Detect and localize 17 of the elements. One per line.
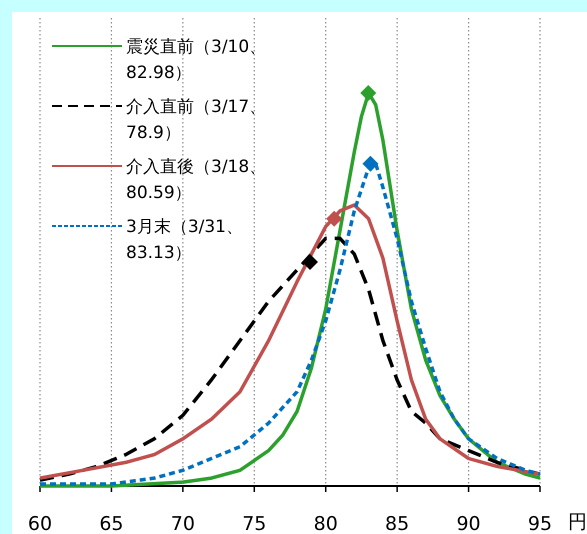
legend-label: 震災直前（3/10、82.98） xyxy=(126,36,268,85)
x-tick-label: 65 xyxy=(99,513,124,534)
point xyxy=(326,210,342,227)
legend-label: 3月末（3/31、83.13） xyxy=(126,216,244,265)
x-tick-label: 75 xyxy=(242,513,266,534)
x-tick-label: 90 xyxy=(456,513,481,534)
x-tick-label: 95 xyxy=(528,513,552,534)
x-tick-label: 70 xyxy=(170,513,195,534)
legend-label: 介入直前（3/17、78.9） xyxy=(126,96,268,145)
legend-label: 介入直後（3/18、80.59） xyxy=(126,156,268,205)
x-axis-title: 円 xyxy=(568,511,587,533)
point xyxy=(302,254,318,270)
x-tick-label: 80 xyxy=(314,513,338,534)
point xyxy=(362,156,378,172)
x-tick-label: 60 xyxy=(28,513,52,534)
point xyxy=(360,85,376,101)
x-tick-label: 85 xyxy=(385,513,410,534)
